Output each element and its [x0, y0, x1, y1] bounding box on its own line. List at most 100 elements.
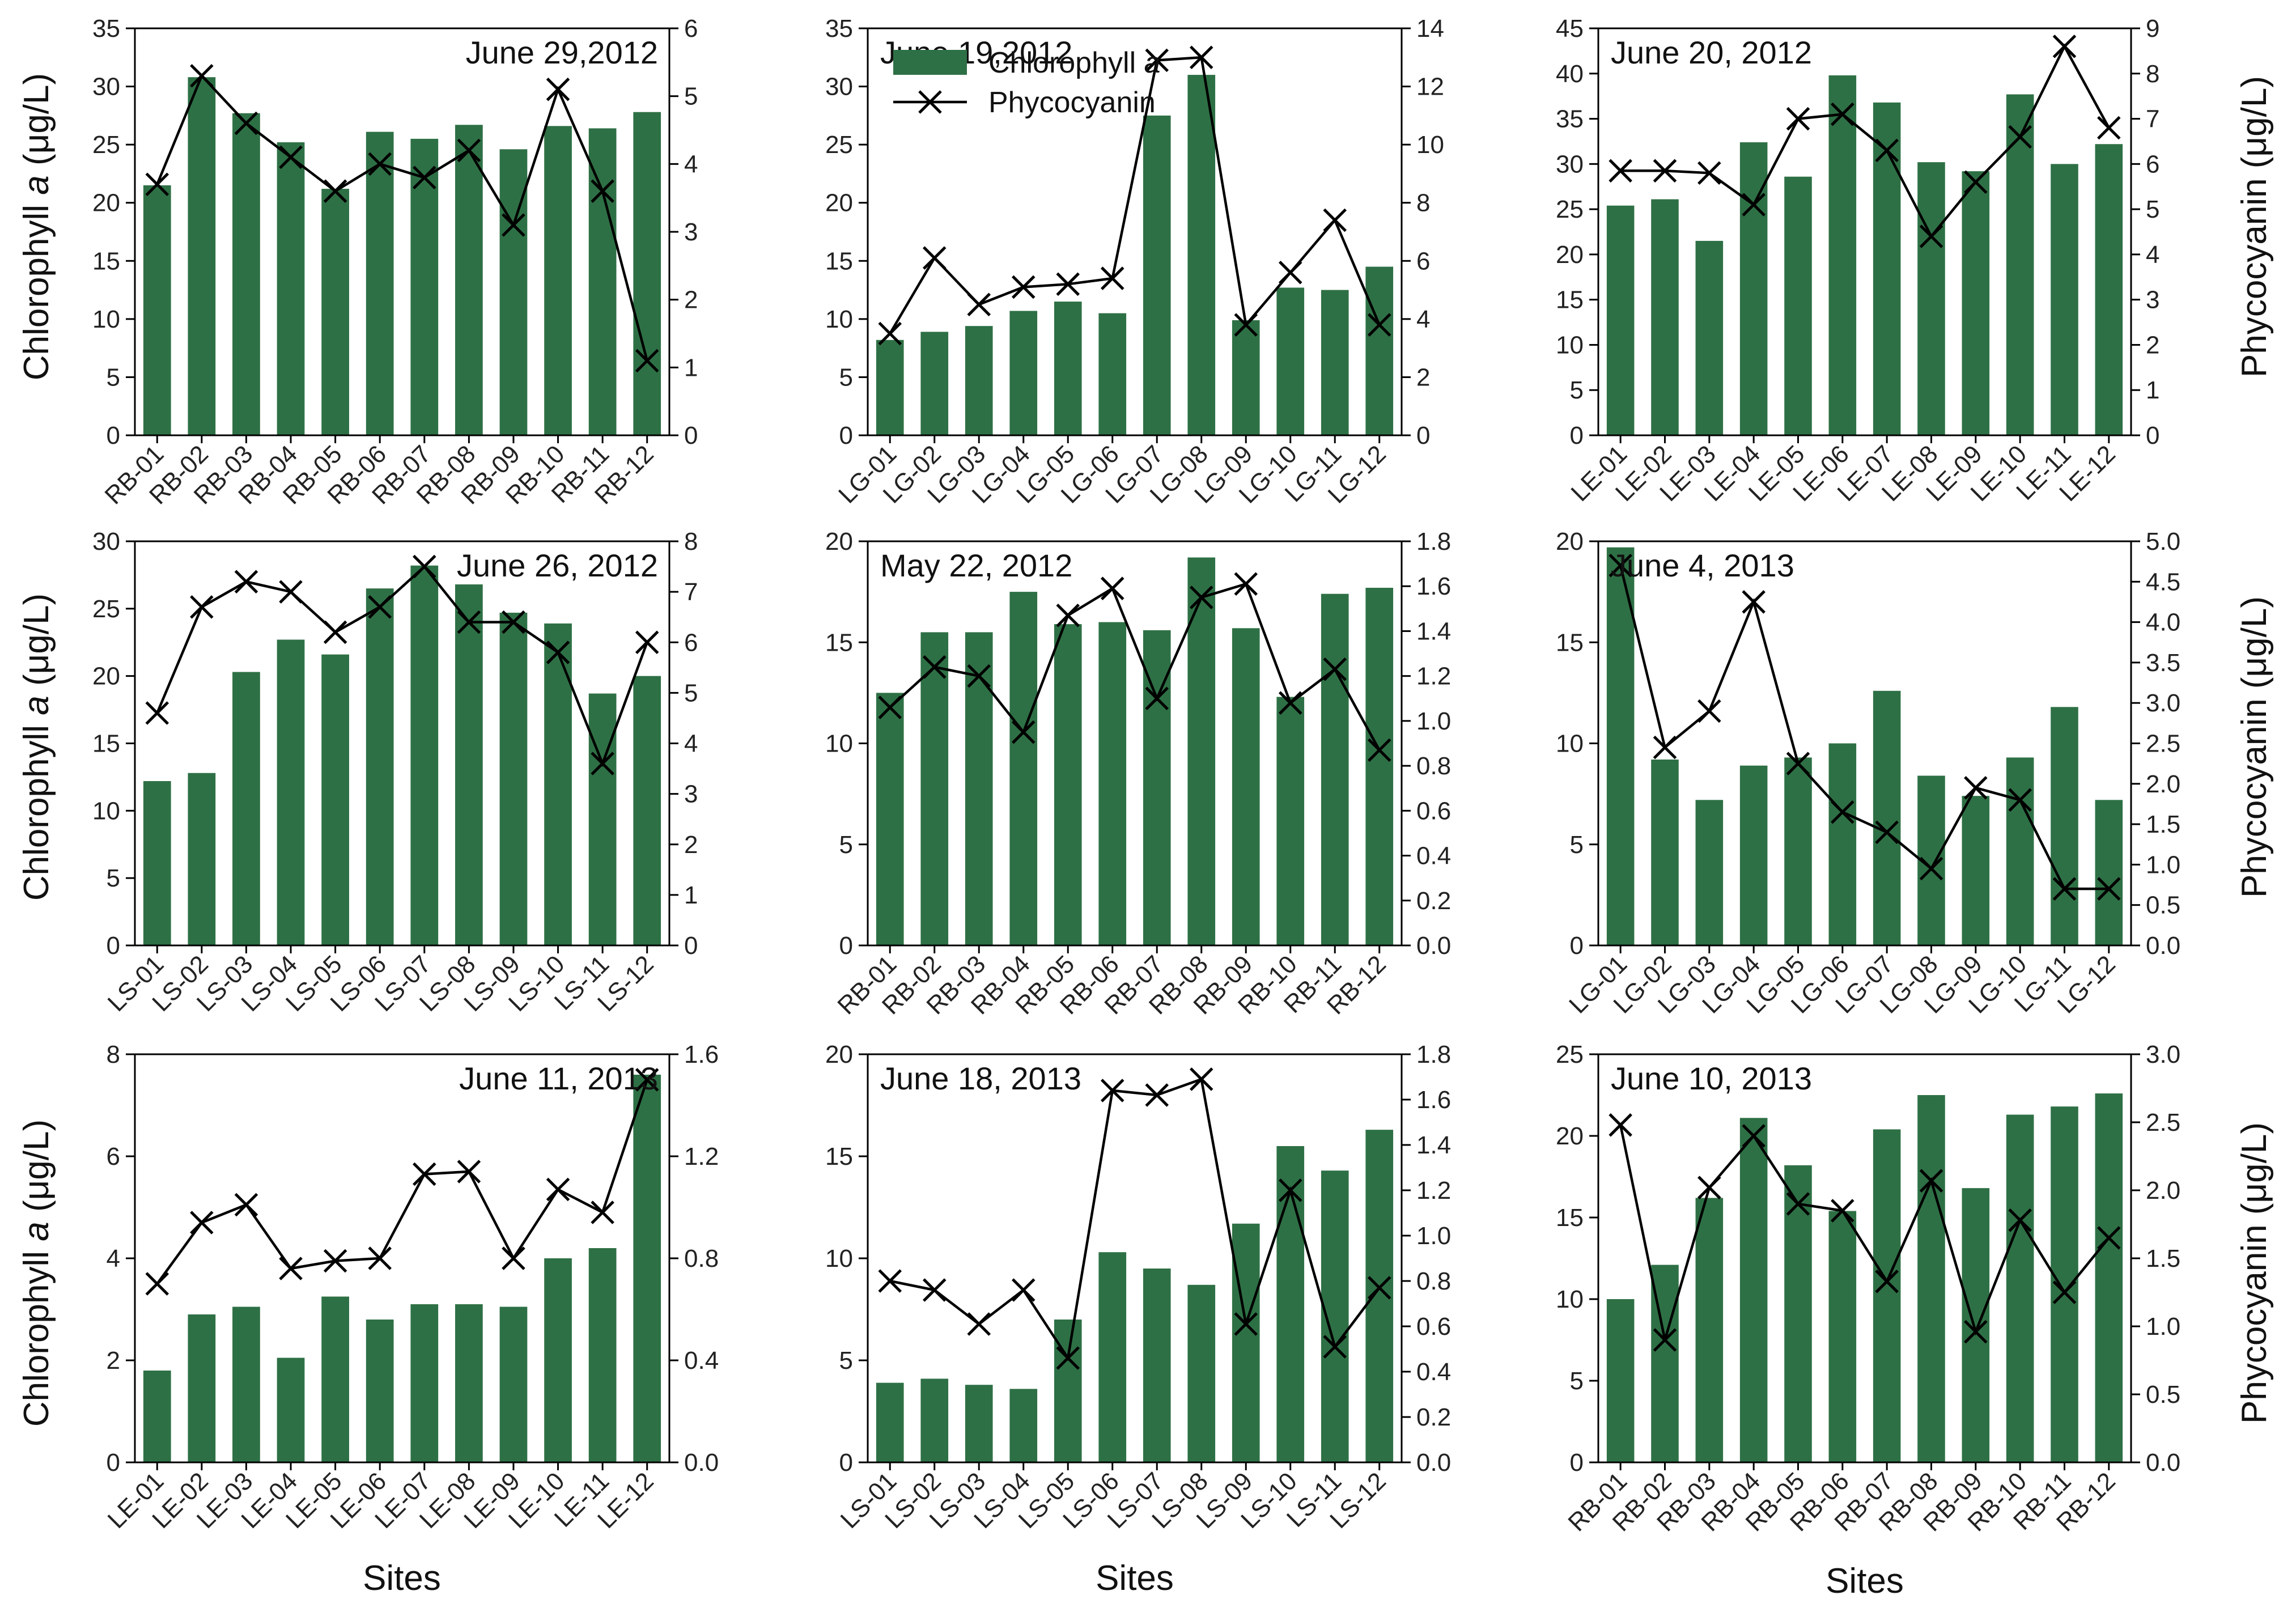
right-tick-label: 2	[2146, 331, 2159, 359]
chlorophyll-bar	[188, 1314, 216, 1462]
phycocyanin-marker	[1278, 261, 1302, 285]
right-tick-label: 1	[684, 354, 698, 381]
right-tick-label: 0.2	[1416, 1403, 1451, 1431]
left-tick-label: 0	[1570, 422, 1584, 449]
phycocyanin-marker	[922, 246, 947, 270]
left-tick-label: 35	[825, 15, 853, 43]
chlorophyll-bar	[1739, 142, 1768, 436]
right-tick-label: 1.4	[1416, 617, 1451, 645]
right-tick-label: 1.0	[2146, 851, 2180, 879]
right-tick-label: 6	[2146, 150, 2159, 178]
chlorophyll-bar	[1651, 760, 1679, 945]
phycocyanin-marker	[1189, 1067, 1213, 1091]
chlorophyll-bar	[410, 1304, 439, 1462]
panel-date-label: June 11, 2013	[459, 1060, 658, 1096]
phycocyanin-marker	[323, 620, 347, 644]
right-tick-label: 5	[684, 679, 698, 707]
chlorophyll-bar	[1695, 1198, 1724, 1462]
left-tick-label: 25	[825, 131, 853, 159]
phycocyanin-line	[156, 1079, 648, 1285]
chlorophyll-bar	[1739, 765, 1768, 945]
phycocyanin-marker	[1786, 752, 1810, 775]
right-tick-label: 5.0	[2146, 528, 2180, 555]
chlorophyll-bar	[1054, 1320, 1082, 1462]
phycocyanin-marker	[635, 630, 659, 655]
phycocyanin-marker	[457, 610, 481, 634]
phycocyanin-marker	[502, 1246, 525, 1270]
phycocyanin-marker	[1011, 275, 1035, 299]
chlorophyll-bar	[1098, 313, 1127, 435]
phycocyanin-marker	[457, 138, 481, 163]
right-tick-label: 1.6	[1416, 1086, 1451, 1114]
phycocyanin-marker	[1234, 313, 1258, 337]
left-tick-label: 10	[92, 306, 120, 333]
right-tick-label: 0.8	[684, 1245, 719, 1272]
left-axis-title-row-3: Chlorophyll a (μg/L)	[17, 1119, 56, 1427]
phycocyanin-marker	[2097, 116, 2121, 140]
x-axis-title-col-3: Sites	[1826, 1562, 1904, 1601]
chlorophyll-bar	[321, 654, 349, 945]
right-tick-label: 1.0	[1416, 707, 1451, 735]
left-tick-label: 15	[92, 247, 120, 275]
chlorophyll-bar	[876, 693, 904, 945]
left-tick-label: 15	[1556, 286, 1584, 314]
left-tick-label: 25	[1556, 1041, 1584, 1068]
phycocyanin-marker	[1964, 1320, 1988, 1344]
chlorophyll-bar	[188, 77, 216, 435]
right-axis-title-row-3: Phycocyanin (μg/L)	[2235, 1122, 2274, 1424]
chlorophyll-bar	[1232, 320, 1260, 435]
phycocyanin-marker	[922, 1278, 947, 1302]
phycocyanin-marker	[1145, 1083, 1169, 1107]
left-tick-label: 15	[1556, 1204, 1584, 1232]
right-tick-label: 4.5	[2146, 568, 2180, 596]
phycocyanin-marker	[878, 1269, 902, 1293]
left-tick-label: 0	[839, 422, 853, 449]
left-tick-label: 0	[107, 422, 120, 449]
phycocyanin-marker	[1189, 45, 1213, 70]
chlorophyll-bar	[1232, 628, 1260, 945]
phycocyanin-marker	[190, 63, 214, 88]
left-tick-label: 20	[1556, 1122, 1584, 1150]
phycocyanin-marker	[1100, 576, 1124, 600]
right-tick-label: 0.0	[1416, 932, 1451, 960]
right-tick-label: 0.0	[2146, 1449, 2180, 1477]
phycocyanin-marker	[1056, 603, 1080, 627]
chlorophyll-bar	[1828, 1211, 1857, 1462]
chlorophyll-bar	[1009, 311, 1038, 435]
left-tick-label: 0	[839, 1449, 853, 1477]
chlorophyll-bar	[876, 340, 904, 435]
chlorophyll-bar	[588, 1248, 617, 1462]
phycocyanin-marker	[190, 595, 214, 619]
right-tick-label: 4	[684, 150, 698, 178]
chlorophyll-bar	[1187, 1284, 1216, 1462]
chlorophyll-bar	[499, 1306, 528, 1462]
right-tick-label: 2.5	[2146, 1109, 2180, 1136]
phycocyanin-marker	[1875, 1270, 1899, 1293]
chlorophyll-bar	[544, 1258, 572, 1462]
phycocyanin-marker	[1145, 48, 1169, 73]
chlorophyll-bar	[232, 1306, 260, 1462]
chlorophyll-bar	[1606, 547, 1635, 945]
left-tick-label: 5	[107, 864, 120, 892]
right-tick-label: 0.2	[1416, 887, 1451, 915]
left-tick-label: 0	[1570, 932, 1584, 960]
left-tick-label: 5	[839, 363, 853, 391]
chlorophyll-bar	[1784, 176, 1812, 435]
chlorophyll-bar	[2095, 1093, 2123, 1462]
phycocyanin-marker	[145, 172, 169, 197]
right-tick-label: 1.4	[1416, 1131, 1451, 1159]
phycocyanin-marker	[2008, 1208, 2032, 1232]
chlorophyll-bar	[1873, 1129, 1901, 1462]
left-tick-label: 20	[825, 189, 853, 217]
phycocyanin-marker	[1964, 776, 1988, 800]
phycocyanin-marker	[1011, 1278, 1035, 1302]
chlorophyll-bar	[2051, 707, 2078, 945]
chlorophyll-bar	[1828, 743, 1857, 945]
chlorophyll-bar	[1232, 1223, 1260, 1462]
phycocyanin-marker	[967, 292, 991, 316]
phycocyanin-marker	[1234, 572, 1258, 596]
phycocyanin-marker	[1742, 590, 1765, 614]
chlorophyll-bar	[1606, 205, 1635, 435]
chlorophyll-bar	[876, 1382, 904, 1462]
right-tick-label: 3	[684, 218, 698, 246]
